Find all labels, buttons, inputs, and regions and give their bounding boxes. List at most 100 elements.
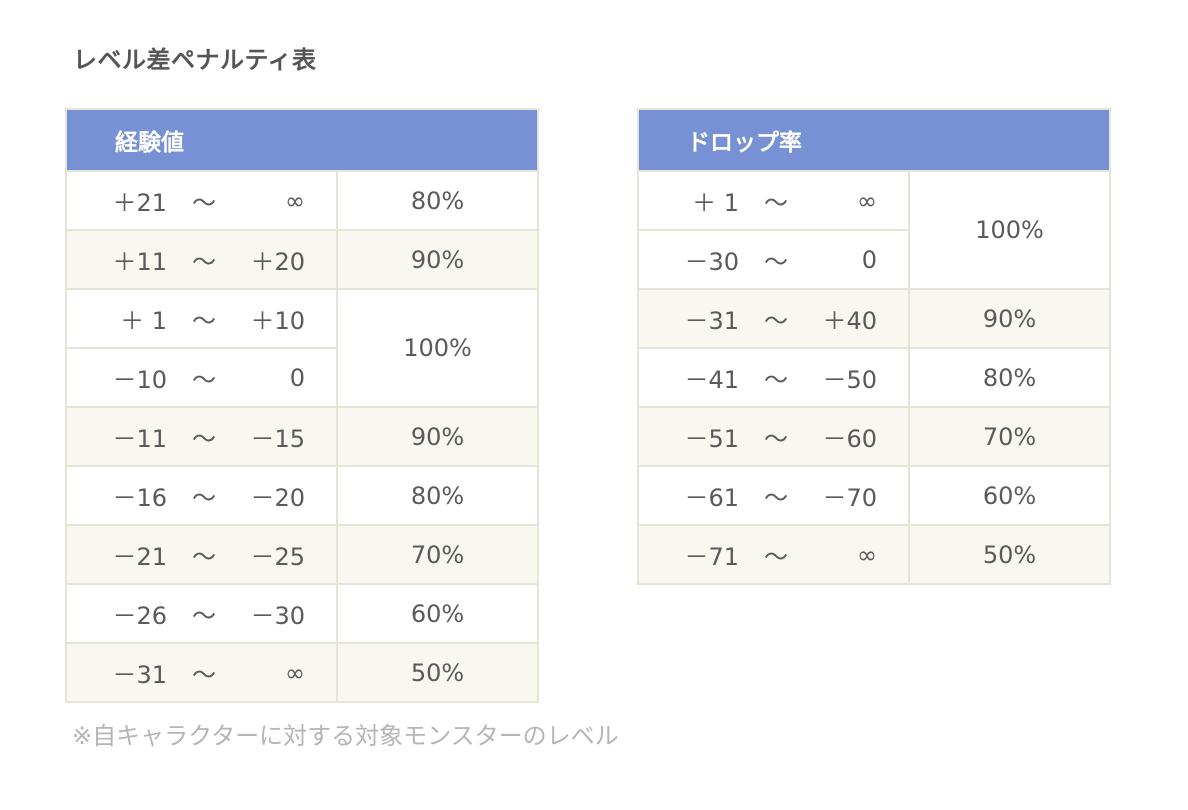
range-separator: ～	[764, 189, 788, 217]
level-range: －11 ～ －15	[65, 406, 338, 467]
range-to: ∞	[857, 186, 877, 215]
range-separator: ～	[764, 543, 788, 571]
range-separator: ～	[764, 425, 788, 453]
range-to: ＋10	[250, 307, 305, 335]
range-separator: ～	[192, 366, 216, 394]
rate-value: 70%	[908, 406, 1111, 467]
rate-value: 90%	[908, 288, 1111, 349]
level-range: ＋ 1 ～ ＋10	[65, 288, 338, 349]
table-row: －61 ～ －70 60%	[637, 465, 1111, 526]
table-row: －26 ～ －30 60%	[65, 583, 539, 644]
range-from: －41	[684, 366, 739, 394]
rate-value: 90%	[336, 406, 539, 467]
level-range: ＋11 ～ ＋20	[65, 229, 338, 290]
range-to: ∞	[285, 186, 305, 215]
range-separator: ～	[192, 248, 216, 276]
range-to: ∞	[285, 658, 305, 687]
level-range: －51 ～ －60	[637, 406, 910, 467]
range-from: －30	[684, 248, 739, 276]
table-row: －21 ～ －25 70%	[65, 524, 539, 585]
level-range: －31 ～ ＋40	[637, 288, 910, 349]
range-to: －50	[822, 366, 877, 394]
table-row: ＋ 1 ～ ＋10 100%	[65, 288, 539, 408]
range-to: ∞	[857, 540, 877, 569]
exp-table-header: 経験値	[65, 108, 539, 171]
level-range: －16 ～ －20	[65, 465, 338, 526]
rate-value: 80%	[908, 347, 1111, 408]
table-row: －51 ～ －60 70%	[637, 406, 1111, 467]
table-row: －71 ～ ∞ 50%	[637, 524, 1111, 585]
level-range: －71 ～ ∞	[637, 524, 910, 585]
range-from: ＋11	[112, 248, 167, 276]
rate-value: 50%	[336, 642, 539, 703]
range-separator: ～	[192, 661, 216, 689]
drop-table-header: ドロップ率	[637, 108, 1111, 171]
rate-value: 60%	[908, 465, 1111, 526]
range-to: ＋40	[822, 307, 877, 335]
range-from: －31	[112, 661, 167, 689]
range-separator: ～	[192, 425, 216, 453]
range-to: ＋20	[250, 248, 305, 276]
level-range: ＋21 ～ ∞	[65, 170, 338, 231]
range-from: －31	[684, 307, 739, 335]
rate-value: 70%	[336, 524, 539, 585]
table-row: ＋11 ～ ＋20 90%	[65, 229, 539, 290]
table-row: －41 ～ －50 80%	[637, 347, 1111, 408]
drop-rate-table: ドロップ率 ＋ 1 ～ ∞ 100% －30 ～ 0 －31 ～ ＋40 9	[637, 108, 1111, 585]
table-row: －16 ～ －20 80%	[65, 465, 539, 526]
level-range: －31 ～ ∞	[65, 642, 338, 703]
level-range: －26 ～ －30	[65, 583, 338, 644]
table-row: ＋21 ～ ∞ 80%	[65, 170, 539, 231]
range-to: 0	[289, 363, 305, 392]
range-to: －20	[250, 484, 305, 512]
range-to: －25	[250, 543, 305, 571]
range-to: －70	[822, 484, 877, 512]
range-from: ＋ 1	[692, 189, 739, 217]
footnote: ※自キャラクターに対する対象モンスターのレベル	[72, 722, 619, 750]
range-to: －60	[822, 425, 877, 453]
rate-value: 80%	[336, 170, 539, 231]
rate-value: 100%	[336, 288, 539, 408]
range-from: －16	[112, 484, 167, 512]
rate-value: 50%	[908, 524, 1111, 585]
table-row: －31 ～ ＋40 90%	[637, 288, 1111, 349]
range-from: －11	[112, 425, 167, 453]
level-range: －61 ～ －70	[637, 465, 910, 526]
exp-penalty-table: 経験値 ＋21 ～ ∞ 80% ＋11 ～ ＋20 90% ＋ 1 ～ ＋10	[65, 108, 539, 703]
range-to: －30	[250, 602, 305, 630]
table-row: －11 ～ －15 90%	[65, 406, 539, 467]
level-range: －30 ～ 0	[637, 229, 910, 290]
range-from: ＋ 1	[120, 307, 167, 335]
range-from: －21	[112, 543, 167, 571]
range-to: 0	[861, 245, 877, 274]
range-from: －51	[684, 425, 739, 453]
level-range: －41 ～ －50	[637, 347, 910, 408]
rate-value: 60%	[336, 583, 539, 644]
range-from: －10	[112, 366, 167, 394]
range-to: －15	[250, 425, 305, 453]
range-separator: ～	[192, 189, 216, 217]
table-row: －31 ～ ∞ 50%	[65, 642, 539, 703]
range-from: －71	[684, 543, 739, 571]
page-title: レベル差ペナルティ表	[73, 46, 317, 74]
range-separator: ～	[192, 543, 216, 571]
level-range: －21 ～ －25	[65, 524, 338, 585]
table-row: －30 ～ 0	[637, 229, 1110, 290]
rate-value: 80%	[336, 465, 539, 526]
range-separator: ～	[764, 484, 788, 512]
range-separator: ～	[192, 602, 216, 630]
rate-value: 90%	[336, 229, 539, 290]
range-from: ＋21	[112, 189, 167, 217]
range-separator: ～	[764, 307, 788, 335]
level-range: ＋ 1 ～ ∞	[637, 170, 910, 231]
rate-value: 100%	[908, 170, 1111, 290]
range-separator: ～	[764, 366, 788, 394]
table-row: －10 ～ 0	[65, 347, 538, 408]
range-separator: ～	[192, 484, 216, 512]
range-separator: ～	[192, 307, 216, 335]
range-from: －26	[112, 602, 167, 630]
table-row: ＋ 1 ～ ∞ 100%	[637, 170, 1111, 290]
level-range: －10 ～ 0	[65, 347, 338, 408]
range-from: －61	[684, 484, 739, 512]
range-separator: ～	[764, 248, 788, 276]
